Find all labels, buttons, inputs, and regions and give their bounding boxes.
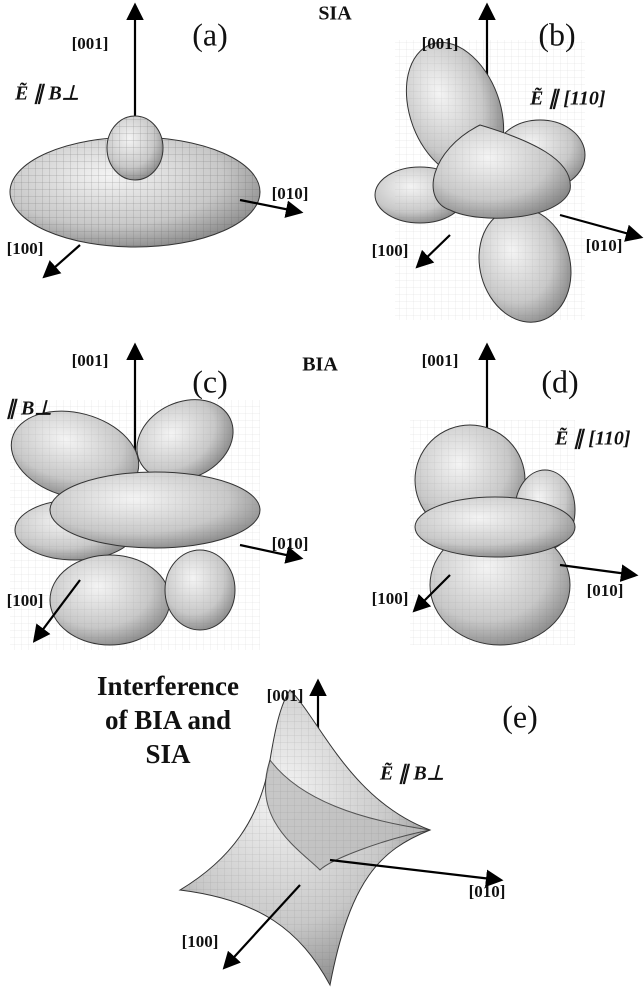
field-label: Ẽ ∥ [110] [529, 87, 606, 110]
axis-label: [001] [72, 351, 109, 370]
figure: SIA BIA (a) [001] [010] [100] Ẽ ∥ B⊥ (b… [0, 0, 644, 996]
axis-label: [010] [272, 184, 309, 203]
panel-label: (b) [538, 16, 575, 52]
panel-label: (d) [541, 363, 578, 399]
panel-d: (d) [001] [010] [100] Ẽ ∥ [110] [372, 346, 635, 645]
panel-title: of BIA and [105, 705, 231, 735]
panel-b: (b) [001] [010] [100] Ẽ ∥ [110] [372, 6, 640, 333]
axis-label: [001] [72, 34, 109, 53]
axis-label: [010] [272, 534, 309, 553]
axis-label: [010] [469, 882, 506, 901]
heading: BIA [302, 354, 338, 376]
surface-mesh [107, 116, 163, 180]
field-label: Ẽ ∥ B⊥ [379, 762, 444, 785]
heading: SIA [318, 3, 352, 25]
axis-label: [001] [422, 351, 459, 370]
axis-label: [010] [587, 581, 624, 600]
page: {"headings": {"sia": "SIA", "bia": "BIA"… [0, 0, 644, 996]
axis-label: [100] [7, 591, 44, 610]
field-label: Ẽ ∥ B⊥ [14, 82, 79, 105]
panel-a: (a) [001] [010] [100] Ẽ ∥ B⊥ [7, 6, 309, 276]
axis-label: [001] [422, 34, 459, 53]
panel-e: (e) [001] [010] [100] Ẽ ∥ B⊥ Interferen… [97, 671, 538, 985]
panel-title: SIA [145, 739, 191, 769]
panel-label: (a) [192, 16, 228, 52]
axis-label: [100] [372, 589, 409, 608]
surface-mesh [395, 40, 585, 320]
surface-mesh [10, 400, 260, 650]
axis-label: [100] [182, 932, 219, 951]
panel-label: (c) [192, 363, 228, 399]
axis-label: [001] [267, 686, 304, 705]
field-label: ∥ B⊥ [6, 398, 52, 420]
panel-c: (c) [001] [010] [100] ∥ B⊥ [1, 346, 308, 650]
panel-title: Interference [97, 671, 239, 701]
axis-label: [010] [586, 236, 623, 255]
panel-label: (e) [502, 698, 538, 734]
surface-mesh [410, 420, 575, 645]
axis-label: [100] [372, 241, 409, 260]
axis-arrow [45, 245, 80, 276]
axis-label: [100] [7, 239, 44, 258]
field-label: Ẽ ∥ [110] [554, 427, 631, 450]
